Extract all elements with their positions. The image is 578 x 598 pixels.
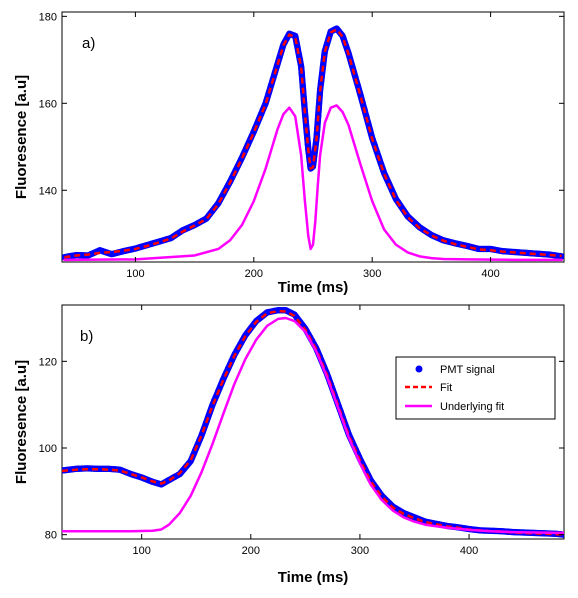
panel-a-x-tick-label: 200 bbox=[245, 268, 263, 280]
panel-b-x-axis-label: Time (ms) bbox=[278, 569, 349, 586]
panel-a-tag: a) bbox=[82, 35, 95, 52]
panel-a-x-axis-label: Time (ms) bbox=[278, 279, 349, 296]
panel-b-ticks: 100 200 300 400 80 100 120 bbox=[39, 305, 564, 557]
legend-pmt-signal-marker bbox=[415, 365, 423, 373]
panel-a-x-tick-label: 400 bbox=[481, 268, 499, 280]
panel-b-x-tick-label: 300 bbox=[351, 545, 369, 557]
legend-fit-label: Fit bbox=[440, 382, 452, 394]
panel-b-underlying-fit-line bbox=[62, 316, 564, 535]
panel-b-tag: b) bbox=[80, 328, 93, 345]
panel-b-y-tick-label: 120 bbox=[39, 356, 57, 368]
panel-b-y-axis-label: Fluoresence [a.u] bbox=[13, 360, 30, 484]
panel-b-x-tick-label: 400 bbox=[460, 545, 478, 557]
panel-a-y-tick-label: 160 bbox=[39, 98, 57, 110]
legend-pmt-signal-label: PMT signal bbox=[440, 364, 495, 376]
panel-a-y-axis-label: Fluoresence [a.u] bbox=[13, 75, 30, 199]
legend-underlying-fit-label: Underlying fit bbox=[440, 401, 504, 413]
panel-b-x-tick-label: 100 bbox=[132, 545, 150, 557]
legend: PMT signal Fit Underlying fit bbox=[395, 356, 556, 420]
panel-a-x-tick-label: 300 bbox=[363, 268, 381, 280]
panel-a-y-tick-label: 140 bbox=[39, 185, 57, 197]
panel-a-underlying-fit-line bbox=[63, 104, 563, 262]
panel-a-y-tick-label: 180 bbox=[39, 11, 57, 23]
panel-a-fit-line bbox=[64, 28, 562, 259]
panel-a-x-tick-label: 100 bbox=[126, 268, 144, 280]
legend-box bbox=[395, 356, 556, 420]
panel-b-y-tick-label: 100 bbox=[39, 443, 57, 455]
panel-b-x-tick-label: 200 bbox=[242, 545, 260, 557]
panel-b-y-tick-label: 80 bbox=[45, 530, 57, 542]
panel-b-series bbox=[62, 307, 564, 538]
panel-a-frame bbox=[61, 11, 565, 263]
panel-a: 100 200 300 400 140 160 180 a) Time (ms) Fluor… bbox=[13, 11, 565, 296]
panel-a-series bbox=[62, 25, 564, 262]
panel-b: 100 200 300 400 80 100 120 b) Time (ms) Fluore… bbox=[13, 304, 565, 586]
panel-a-ticks: 100 200 300 400 140 160 180 bbox=[39, 11, 564, 280]
